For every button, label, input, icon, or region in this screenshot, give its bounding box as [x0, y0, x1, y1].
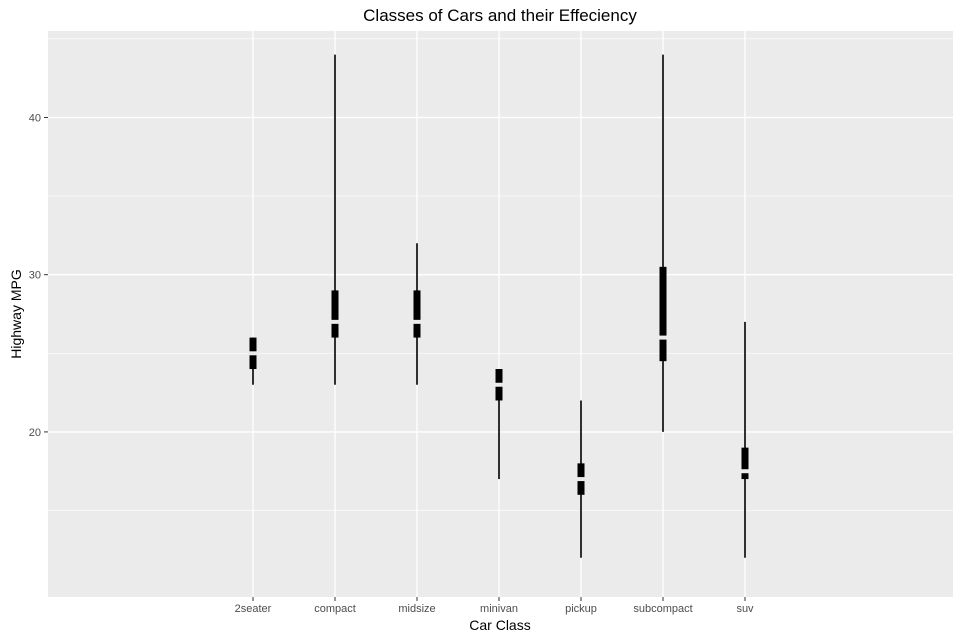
- box-subcompact: [659, 266, 667, 362]
- box-midsize: [413, 290, 421, 338]
- x-tick-label: 2seater: [235, 603, 272, 615]
- y-tick-label: 40: [29, 112, 41, 124]
- y-tick-label: 20: [29, 427, 41, 439]
- x-axis-title: Car Class: [469, 617, 530, 633]
- axis-ticks: 20 30 40 2seater compact midsize minivan pickup…: [29, 112, 754, 615]
- x-tick-label: midsize: [398, 603, 435, 615]
- y-tick-label: 30: [29, 270, 41, 282]
- x-tick-label: pickup: [565, 603, 597, 615]
- plot-panel: [48, 31, 953, 597]
- x-tick-label: compact: [314, 603, 356, 615]
- boxplot-marks: [248, 54, 750, 558]
- box-suv: [741, 447, 749, 480]
- x-tick-label: subcompact: [633, 603, 692, 615]
- chart-title: Classes of Cars and their Effeciency: [363, 6, 637, 25]
- box-compact: [331, 290, 339, 338]
- x-tick-label: minivan: [480, 603, 518, 615]
- y-axis-title: Highway MPG: [8, 269, 24, 358]
- x-tick-label: suv: [736, 603, 754, 615]
